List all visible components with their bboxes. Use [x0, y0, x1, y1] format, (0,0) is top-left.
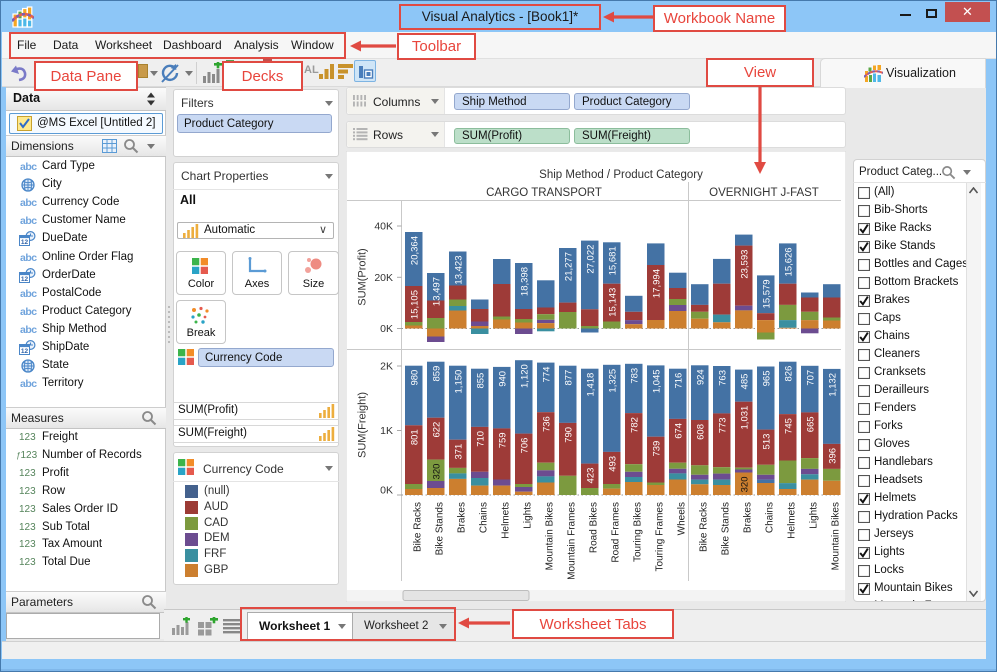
svg-text:20,364: 20,364: [409, 236, 420, 265]
svg-text:396: 396: [827, 448, 838, 464]
svg-text:965: 965: [761, 371, 772, 387]
svg-text:Bike Racks: Bike Racks: [699, 502, 710, 552]
svg-text:877: 877: [563, 370, 574, 386]
svg-text:790: 790: [563, 427, 574, 443]
svg-text:Brakes: Brakes: [457, 502, 468, 533]
svg-text:710: 710: [475, 431, 486, 447]
svg-text:855: 855: [475, 373, 486, 389]
svg-text:774: 774: [541, 367, 552, 383]
svg-text:1,120: 1,120: [519, 364, 530, 388]
svg-text:Lights: Lights: [523, 502, 534, 529]
svg-text:Wheels: Wheels: [677, 502, 688, 535]
svg-text:12: 12: [21, 239, 29, 246]
svg-text:27,022: 27,022: [585, 245, 596, 274]
svg-text:Bike Stands: Bike Stands: [435, 502, 446, 555]
svg-text:Touring Frames: Touring Frames: [655, 502, 666, 571]
svg-text:716: 716: [673, 373, 684, 389]
svg-text:12: 12: [21, 276, 29, 283]
svg-text:SUM(Freight): SUM(Freight): [357, 392, 369, 458]
svg-text:Lights: Lights: [809, 502, 820, 529]
svg-text:320: 320: [431, 464, 442, 480]
svg-text:Helmets: Helmets: [501, 502, 512, 539]
svg-text:23,593: 23,593: [739, 250, 750, 279]
svg-text:17,994: 17,994: [651, 269, 662, 298]
svg-text:924: 924: [695, 369, 706, 385]
svg-text:759: 759: [497, 432, 508, 448]
svg-text:Road Frames: Road Frames: [611, 502, 622, 563]
svg-text:783: 783: [629, 368, 640, 384]
svg-text:Bike Racks: Bike Racks: [413, 502, 424, 552]
svg-text:423: 423: [585, 468, 596, 484]
svg-text:493: 493: [607, 456, 618, 472]
svg-text:0K: 0K: [380, 323, 393, 335]
svg-text:707: 707: [805, 370, 816, 386]
svg-text:15,626: 15,626: [783, 247, 794, 276]
svg-text:Mountain Bikes: Mountain Bikes: [831, 502, 842, 570]
svg-text:40K: 40K: [374, 221, 393, 233]
svg-text:736: 736: [541, 416, 552, 432]
svg-text:773: 773: [717, 417, 728, 433]
svg-text:622: 622: [431, 422, 442, 438]
svg-text:940: 940: [497, 371, 508, 387]
svg-text:739: 739: [651, 441, 662, 457]
svg-text:13,423: 13,423: [453, 256, 464, 285]
svg-text:320: 320: [739, 477, 750, 493]
svg-text:801: 801: [409, 429, 420, 445]
svg-text:Road Bikes: Road Bikes: [589, 502, 600, 553]
svg-text:674: 674: [673, 423, 684, 439]
svg-text:Bike Stands: Bike Stands: [721, 502, 732, 555]
svg-text:15,579: 15,579: [761, 279, 772, 308]
svg-text:Helmets: Helmets: [787, 502, 798, 539]
svg-text:1,325: 1,325: [607, 369, 618, 393]
svg-text:Chains: Chains: [765, 502, 776, 533]
svg-text:20K: 20K: [374, 272, 393, 284]
svg-text:859: 859: [431, 366, 442, 382]
svg-text:Brakes: Brakes: [743, 502, 754, 533]
svg-text:782: 782: [629, 417, 640, 433]
svg-text:1,031: 1,031: [739, 406, 750, 430]
svg-text:608: 608: [695, 424, 706, 440]
svg-text:513: 513: [761, 434, 772, 450]
svg-text:Touring Bikes: Touring Bikes: [633, 502, 644, 562]
svg-text:485: 485: [739, 374, 750, 390]
svg-text:665: 665: [805, 416, 816, 432]
svg-text:15,143: 15,143: [607, 288, 618, 317]
svg-text:15,681: 15,681: [607, 246, 618, 275]
svg-text:Mountain Bikes: Mountain Bikes: [545, 502, 556, 570]
svg-text:CARGO TRANSPORT: CARGO TRANSPORT: [486, 187, 602, 199]
svg-text:18,398: 18,398: [519, 267, 530, 296]
svg-text:1,132: 1,132: [827, 373, 838, 397]
svg-text:1,045: 1,045: [651, 369, 662, 393]
svg-text:706: 706: [519, 438, 530, 454]
svg-text:745: 745: [783, 418, 794, 434]
svg-text:12: 12: [21, 348, 29, 355]
svg-text:Ship Method / Product Category: Ship Method / Product Category: [539, 169, 703, 181]
svg-text:OVERNIGHT J-FAST: OVERNIGHT J-FAST: [709, 187, 819, 199]
svg-text:Mountain Frames: Mountain Frames: [567, 502, 578, 580]
svg-text:21,277: 21,277: [563, 252, 574, 281]
svg-text:763: 763: [717, 370, 728, 386]
svg-text:826: 826: [783, 366, 794, 382]
svg-text:371: 371: [453, 444, 464, 460]
svg-text:1,150: 1,150: [453, 370, 464, 394]
svg-text:0K: 0K: [380, 485, 393, 497]
svg-text:Chains: Chains: [479, 502, 490, 533]
svg-text:1,418: 1,418: [585, 373, 596, 397]
svg-text:13,497: 13,497: [431, 277, 442, 306]
svg-text:980: 980: [409, 370, 420, 386]
svg-text:15,105: 15,105: [409, 290, 420, 319]
svg-text:1K: 1K: [380, 425, 393, 437]
svg-text:SUM(Profit): SUM(Profit): [357, 248, 369, 305]
svg-text:2K: 2K: [380, 361, 393, 373]
